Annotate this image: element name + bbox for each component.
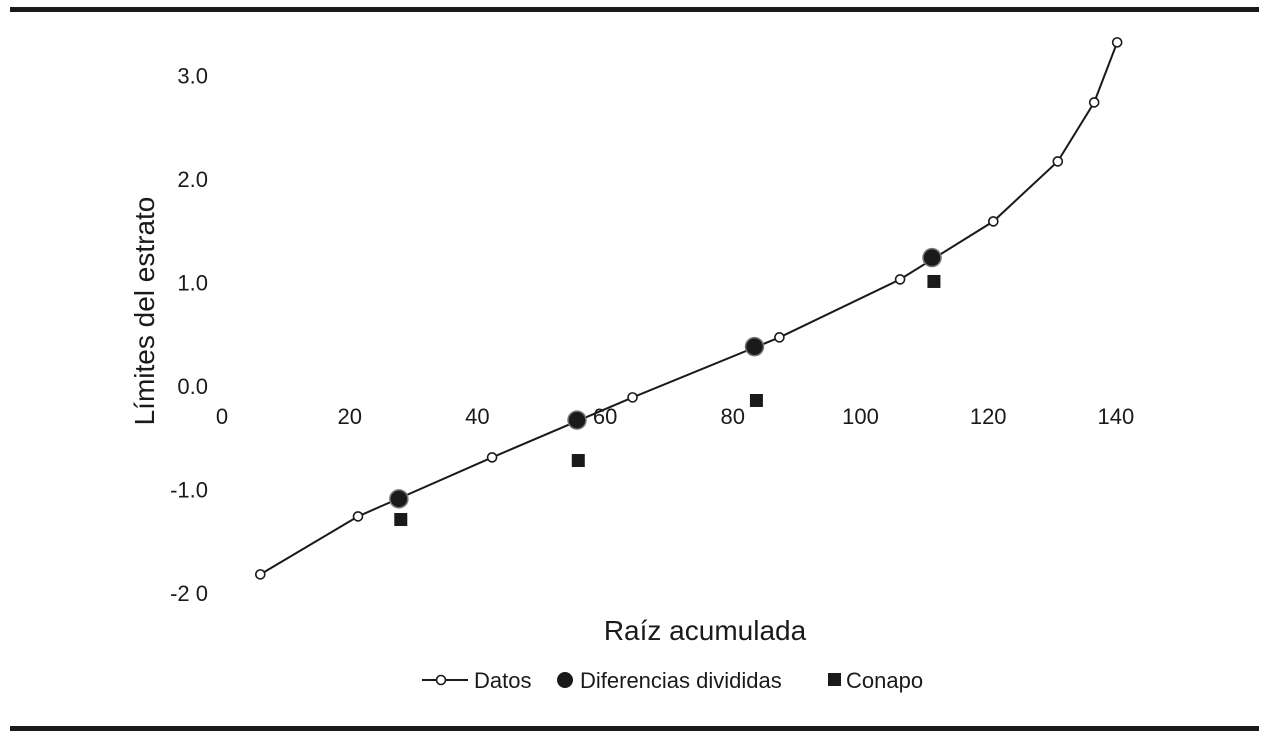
conapo-point: [749, 393, 763, 407]
legend: Datos Diferencias divididas Conapo: [422, 668, 923, 693]
y-tick-label: 1.0: [177, 271, 208, 296]
legend-label-datos: Datos: [474, 668, 531, 693]
datos-point: [774, 332, 785, 343]
datos-point: [1088, 97, 1100, 108]
x-tick-label: 60: [593, 404, 617, 429]
legend-diferencias-marker: [557, 672, 573, 688]
y-tick-label: 0.0: [177, 374, 208, 399]
x-tick-labels: 0 20 40 60 80 100 120 140: [216, 404, 1134, 429]
datos-point: [1052, 156, 1064, 167]
x-tick-label: 20: [337, 404, 361, 429]
y-tick-label: 2.0: [177, 167, 208, 192]
datos-point: [894, 274, 906, 285]
conapo-point: [394, 513, 408, 527]
conapo-point: [571, 454, 585, 468]
y-axis-title: Límites del estrato: [129, 197, 160, 426]
legend-label-conapo: Conapo: [846, 668, 923, 693]
conapo-point: [927, 274, 941, 288]
plot-series: [255, 37, 1123, 580]
x-tick-label: 140: [1098, 404, 1135, 429]
x-tick-label: 40: [465, 404, 489, 429]
y-tick-labels: 3.0 2.0 1.0 0.0 -1.0 -2 0: [170, 64, 208, 607]
bottom-rule: [10, 726, 1259, 731]
y-tick-label: -2 0: [170, 581, 208, 606]
diferencias-point: [744, 336, 765, 357]
y-tick-label: 3.0: [177, 64, 208, 89]
legend-conapo-marker: [828, 673, 841, 686]
datos-point: [352, 511, 364, 522]
datos-point: [255, 569, 266, 580]
series-datos-line: [259, 42, 1119, 576]
y-tick-label: -1.0: [170, 478, 208, 503]
x-tick-label: 80: [721, 404, 745, 429]
datos-point: [1111, 37, 1123, 48]
x-tick-label: 0: [216, 404, 228, 429]
x-tick-label: 100: [842, 404, 879, 429]
datos-point: [486, 452, 498, 463]
legend-label-diferencias: Diferencias divididas: [580, 668, 782, 693]
diferencias-point: [567, 410, 587, 430]
x-tick-label: 120: [970, 404, 1007, 429]
diferencias-point: [389, 489, 409, 509]
datos-point: [627, 392, 638, 403]
datos-point: [988, 216, 999, 227]
top-rule: [10, 7, 1259, 12]
legend-datos-marker: [435, 674, 447, 686]
x-axis-title: Raíz acumulada: [604, 615, 807, 646]
diferencias-point: [922, 247, 942, 268]
